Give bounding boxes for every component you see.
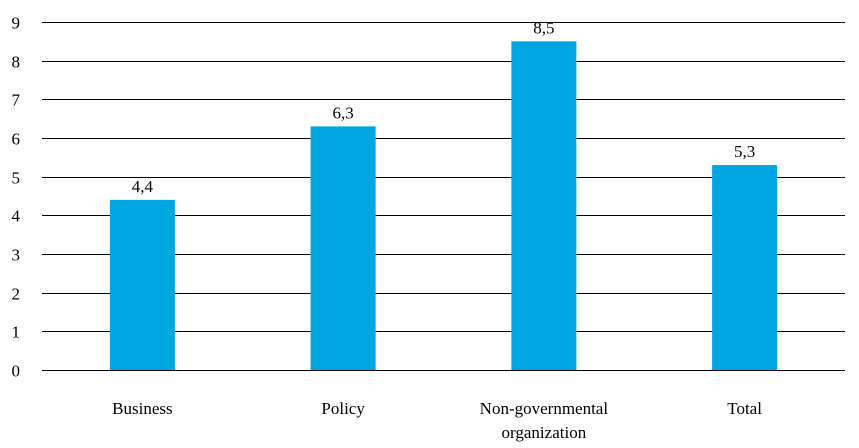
y-tick-label: 6	[12, 130, 21, 149]
gridlines	[42, 22, 845, 371]
y-tick-label: 4	[12, 207, 21, 226]
data-label: 6,3	[333, 103, 354, 122]
x-category-label: Policy	[321, 399, 365, 418]
data-label: 4,4	[132, 177, 154, 196]
data-label: 5,3	[734, 142, 755, 161]
data-label: 8,5	[533, 18, 554, 37]
y-tick-label: 2	[12, 285, 21, 304]
x-category-label: organization	[502, 423, 587, 442]
y-tick-label: 3	[12, 246, 21, 265]
y-tick-label: 5	[12, 169, 21, 188]
y-axis-tick-labels: 0 1 2 3 4 5 6 7 8 9	[12, 14, 21, 381]
bar	[511, 41, 577, 370]
data-labels: 4,4 6,3 8,5 5,3	[132, 18, 756, 196]
bar	[712, 165, 778, 370]
y-tick-label: 1	[12, 323, 21, 342]
bar	[109, 199, 175, 370]
bars	[109, 41, 778, 371]
y-tick-label: 8	[12, 53, 21, 72]
y-tick-label: 7	[12, 91, 21, 110]
x-axis-category-labels: Business Policy Non-governmental organizati…	[112, 399, 762, 442]
x-category-label: Non-governmental	[480, 399, 609, 418]
y-tick-label: 0	[12, 362, 21, 381]
x-category-label: Business	[112, 399, 172, 418]
y-tick-label: 9	[12, 14, 21, 33]
x-category-label: Total	[727, 399, 762, 418]
bar	[310, 126, 376, 371]
